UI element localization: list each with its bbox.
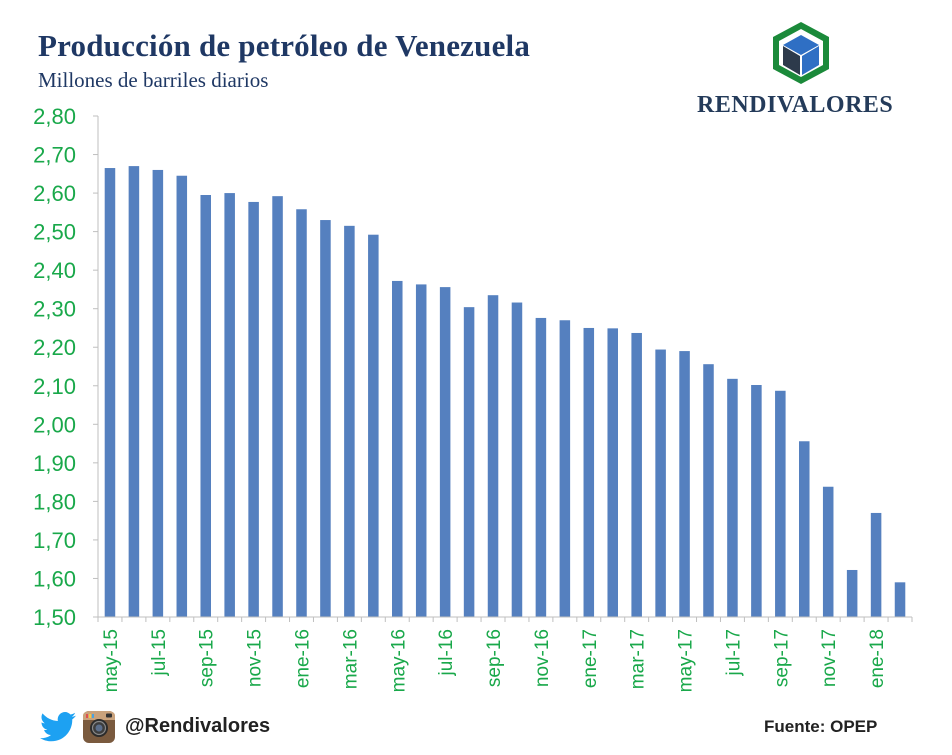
y-tick-label: 1,90 xyxy=(33,451,76,476)
x-tick-label: ene-16 xyxy=(293,629,314,688)
bar xyxy=(439,287,451,617)
bar xyxy=(679,351,690,617)
bar xyxy=(535,317,547,617)
bar xyxy=(463,307,475,617)
bar xyxy=(511,302,523,617)
brand-name: RENDIVALORES xyxy=(697,92,894,118)
bar xyxy=(703,364,714,617)
y-tick-label: 1,80 xyxy=(33,489,76,514)
y-axis-tick-marks xyxy=(93,115,98,618)
x-tick-label: sep-15 xyxy=(197,629,218,687)
logo-cube-right xyxy=(802,46,819,75)
y-tick-label: 1,70 xyxy=(33,528,76,553)
bar xyxy=(822,486,834,617)
x-tick-label: may-15 xyxy=(101,629,122,692)
y-tick-label: 2,70 xyxy=(33,143,76,168)
x-tick-label: jul-17 xyxy=(723,629,744,676)
bar xyxy=(727,378,738,617)
source-note: Fuente: OPEP xyxy=(764,717,878,736)
y-tick-label: 2,20 xyxy=(33,335,76,360)
y-tick-label: 2,80 xyxy=(33,104,76,129)
bar xyxy=(392,280,403,617)
x-tick-label: jul-15 xyxy=(149,629,170,676)
x-tick-label: nov-16 xyxy=(532,629,553,687)
y-tick-label: 2,60 xyxy=(33,181,76,206)
x-tick-label: ene-17 xyxy=(580,629,601,688)
x-tick-label: mar-17 xyxy=(628,629,649,689)
y-tick-label: 1,60 xyxy=(33,566,76,591)
y-tick-label: 2,10 xyxy=(33,374,76,399)
bar xyxy=(152,169,164,617)
bar xyxy=(320,220,331,618)
bar xyxy=(224,193,235,617)
x-tick-label: may-17 xyxy=(676,629,697,692)
bar xyxy=(415,284,427,617)
x-tick-label: nov-15 xyxy=(245,629,266,687)
twitter-icon[interactable] xyxy=(40,712,76,742)
bar xyxy=(272,196,283,617)
twitter-handle[interactable]: @Rendivalores xyxy=(125,715,271,737)
y-tick-label: 2,00 xyxy=(33,412,76,437)
x-axis-tick-labels: may-15 jul-15 sep-15 nov-15 ene-16 mar-16 may-… xyxy=(101,629,888,692)
x-tick-label: ene-18 xyxy=(867,629,888,688)
y-axis-tick-labels: 1,50 1,60 1,70 1,80 1,90 2,00 2,10 2,20 2,30 2,40… xyxy=(33,104,76,630)
x-tick-label: nov-17 xyxy=(819,629,840,687)
bar xyxy=(655,349,666,617)
bar xyxy=(344,225,355,617)
bar xyxy=(248,201,259,617)
bar xyxy=(607,328,618,617)
logo-cube-left xyxy=(783,46,800,75)
bar xyxy=(894,582,906,617)
bar xyxy=(583,327,595,617)
bar xyxy=(368,234,379,617)
y-tick-label: 2,50 xyxy=(33,220,76,245)
x-tick-label: mar-16 xyxy=(340,629,361,689)
x-tick-label: sep-16 xyxy=(484,629,505,687)
bar xyxy=(200,195,211,617)
y-tick-label: 1,50 xyxy=(33,605,76,630)
y-tick-label: 2,40 xyxy=(33,258,76,283)
bar xyxy=(176,175,188,618)
instagram-icon[interactable] xyxy=(82,710,116,744)
x-tick-label: jul-16 xyxy=(436,629,457,676)
rendivalores-logo-icon xyxy=(773,22,829,84)
bar xyxy=(631,332,642,617)
logo-cube-top xyxy=(783,35,819,55)
y-tick-label: 2,30 xyxy=(33,297,76,322)
chart-title: Producción de petróleo de Venezuela xyxy=(38,28,531,63)
bar xyxy=(751,385,762,617)
chart-subtitle: Millones de barriles diarios xyxy=(38,68,269,92)
bar xyxy=(487,295,499,617)
x-tick-label: may-16 xyxy=(388,629,409,692)
x-axis-tick-marks xyxy=(97,617,913,622)
bar xyxy=(870,512,882,617)
bar xyxy=(775,390,786,617)
bar-series xyxy=(104,166,906,618)
x-tick-label: sep-17 xyxy=(771,629,792,687)
bar xyxy=(799,441,810,617)
bar xyxy=(846,569,858,617)
bar xyxy=(104,168,116,617)
bar xyxy=(559,320,571,617)
bar xyxy=(128,166,140,617)
bar xyxy=(296,209,307,617)
